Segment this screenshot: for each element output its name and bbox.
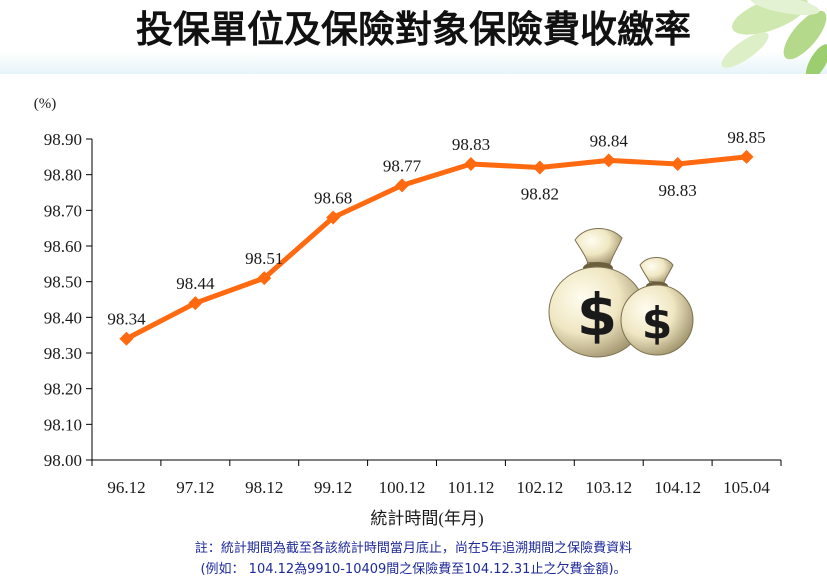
x-tick-label: 101.12 [448, 478, 495, 497]
y-tick-label: 98.00 [44, 451, 82, 470]
data-label: 98.68 [314, 188, 352, 207]
data-label: 98.34 [107, 310, 146, 329]
data-label: 98.51 [245, 249, 283, 268]
leaf-icon [721, 0, 827, 74]
page-title: 投保單位及保險對象保險費收繳率 [136, 8, 691, 51]
data-point [257, 271, 272, 286]
x-axis-label: 統計時間(年月) [370, 509, 483, 528]
data-label: 98.44 [176, 274, 215, 293]
y-axis: 98.00 98.10 98.20 98.30 98.40 98.50 98.60 98.70… [44, 130, 93, 470]
x-tick-label: 100.12 [379, 478, 426, 497]
money-bag-icon: $ $ [548, 228, 694, 358]
x-tick-label: 96.12 [107, 478, 145, 497]
series-line [125, 154, 747, 341]
line-chart: (%) 98.0098.1098.2098.3098.4098.5098.609… [34, 96, 782, 528]
data-label: 98.85 [727, 128, 765, 147]
data-point [670, 156, 685, 171]
data-point [326, 210, 341, 225]
data-point [739, 149, 754, 164]
x-axis: 96.12 97.12 98.12 99.12 100.12 101.12 102.12 10… [91, 459, 782, 497]
y-axis-label: (%) [34, 96, 57, 112]
footnote-line-1: 註：統計期間為截至各該統計時間當月底止，尚在5年追溯期間之保險費資料 [194, 541, 633, 556]
data-point [395, 178, 410, 193]
y-tick-label: 98.90 [44, 130, 82, 149]
svg-text:$: $ [577, 281, 617, 349]
y-tick-label: 98.50 [44, 273, 82, 292]
data-point [188, 296, 203, 311]
data-point [532, 160, 547, 175]
x-tick-label: 105.04 [723, 478, 770, 497]
data-point [119, 331, 134, 346]
y-tick-label: 98.30 [44, 344, 82, 363]
x-tick-label: 103.12 [585, 478, 632, 497]
header-band: 投保單位及保險對象保險費收繳率 [0, 0, 827, 74]
x-tick-label: 97.12 [176, 478, 214, 497]
y-tick-label: 98.10 [44, 415, 82, 434]
data-point [463, 156, 478, 171]
data-label: 98.83 [452, 135, 490, 154]
y-tick-label: 98.70 [44, 201, 82, 220]
footnote-line-2: (例如： 104.12為9910-10409間之保險費至104.12.31止之欠… [200, 562, 627, 577]
y-tick-label: 98.80 [44, 166, 82, 185]
x-tick-label: 99.12 [314, 478, 352, 497]
x-tick-label: 98.12 [245, 478, 283, 497]
data-series: 98.34 98.44 98.51 98.68 98.77 98.83 98.82 98.84… [107, 128, 766, 346]
data-point [601, 153, 616, 168]
y-tick-label: 98.40 [44, 308, 82, 327]
data-label: 98.77 [383, 156, 422, 175]
data-label: 98.83 [659, 181, 697, 200]
data-label: 98.84 [590, 131, 629, 150]
y-tick-label: 98.20 [44, 380, 82, 399]
data-label: 98.82 [521, 185, 559, 204]
x-tick-label: 102.12 [516, 478, 563, 497]
svg-text:$: $ [642, 298, 673, 349]
x-tick-label: 104.12 [654, 478, 701, 497]
y-tick-label: 98.60 [44, 237, 82, 256]
